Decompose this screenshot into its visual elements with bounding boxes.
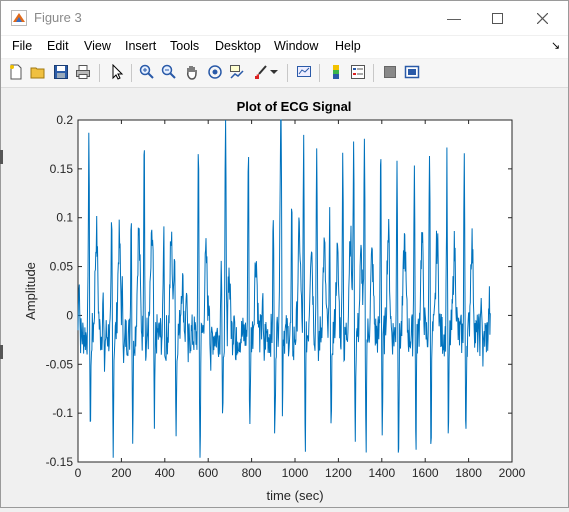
menu-dock-icon[interactable]: ↘ <box>551 40 561 52</box>
x-tick-label: 800 <box>242 466 262 480</box>
x-tick-label: 200 <box>111 466 131 480</box>
brush-dropdown-icon[interactable] <box>269 62 279 82</box>
new-figure-icon[interactable] <box>6 62 26 82</box>
y-tick-label: -0.15 <box>46 455 74 469</box>
menu-help[interactable]: Help <box>335 39 361 53</box>
menu-view[interactable]: View <box>84 39 111 53</box>
x-axis-ticks: 0 200 400 600 800 1000 1200 1400 1600 1800 2000 <box>75 120 526 480</box>
maximize-icon <box>491 12 503 24</box>
pan-hand-icon[interactable] <box>182 62 202 82</box>
hide-plot-tools-icon[interactable] <box>380 62 400 82</box>
figure-canvas: Plot of ECG Signal 0 200 400 600 800 1000 1200… <box>2 88 568 507</box>
y-axis-ticks: -0.15 -0.1 -0.05 0 0.05 0.1 0.15 0.2 <box>46 113 512 469</box>
toolbar-separator <box>287 64 288 82</box>
print-icon[interactable] <box>73 62 93 82</box>
insert-legend-icon[interactable] <box>348 62 368 82</box>
x-tick-label: 1600 <box>412 466 439 480</box>
menu-bar: File Edit View Insert Tools Desktop Wind… <box>1 36 568 58</box>
minimize-button[interactable]: — <box>431 1 477 35</box>
y-tick-label: -0.1 <box>52 406 73 420</box>
x-tick-label: 1200 <box>325 466 352 480</box>
maximize-button[interactable] <box>474 1 520 35</box>
x-tick-label: 600 <box>198 466 218 480</box>
toolbar-separator <box>131 64 132 82</box>
close-icon <box>536 12 548 24</box>
rotate-3d-icon[interactable] <box>205 62 225 82</box>
menu-file[interactable]: File <box>12 39 33 53</box>
save-icon[interactable] <box>51 62 71 82</box>
background-window-edge <box>0 150 3 164</box>
menu-desktop[interactable]: Desktop <box>215 39 261 53</box>
x-axis-label: time (sec) <box>266 488 323 503</box>
zoom-in-icon[interactable] <box>137 62 157 82</box>
x-tick-label: 400 <box>155 466 175 480</box>
x-tick-label: 2000 <box>499 466 526 480</box>
matlab-logo-icon <box>11 10 27 26</box>
title-bar: Figure 3 — <box>1 1 568 35</box>
menu-tools[interactable]: Tools <box>170 39 200 53</box>
edit-plot-arrow-icon[interactable] <box>107 62 127 82</box>
y-tick-label: 0.15 <box>50 162 74 176</box>
toolbar-separator <box>99 64 100 82</box>
y-axis-label: Amplitude <box>23 262 38 320</box>
menu-window[interactable]: Window <box>274 39 319 53</box>
menu-insert[interactable]: Insert <box>125 39 157 53</box>
figure-toolbar <box>1 59 568 88</box>
link-plot-icon[interactable] <box>294 62 314 82</box>
chart-title: Plot of ECG Signal <box>237 99 352 114</box>
insert-colorbar-icon[interactable] <box>326 62 346 82</box>
x-tick-label: 1400 <box>368 466 395 480</box>
ecg-signal-line <box>77 119 491 458</box>
toolbar-separator <box>319 64 320 82</box>
brush-icon[interactable] <box>251 62 271 82</box>
open-file-icon[interactable] <box>28 62 48 82</box>
x-tick-label: 1000 <box>282 466 309 480</box>
menu-edit[interactable]: Edit <box>47 39 69 53</box>
x-tick-label: 1800 <box>455 466 482 480</box>
data-cursor-icon[interactable] <box>227 62 247 82</box>
y-tick-label: 0 <box>66 308 73 322</box>
show-plot-tools-icon[interactable] <box>402 62 422 82</box>
background-window-edge <box>0 345 3 359</box>
y-tick-label: 0.2 <box>56 113 73 127</box>
window-title: Figure 3 <box>34 10 82 25</box>
toolbar-separator <box>373 64 374 82</box>
close-button[interactable] <box>519 1 565 35</box>
x-tick-label: 0 <box>75 466 82 480</box>
ecg-plot[interactable]: Plot of ECG Signal 0 200 400 600 800 1000 1200… <box>2 88 568 507</box>
y-tick-label: -0.05 <box>46 357 74 371</box>
minimize-icon: — <box>447 10 461 26</box>
y-tick-label: 0.1 <box>56 211 73 225</box>
y-tick-label: 0.05 <box>50 260 74 274</box>
zoom-out-icon[interactable] <box>159 62 179 82</box>
